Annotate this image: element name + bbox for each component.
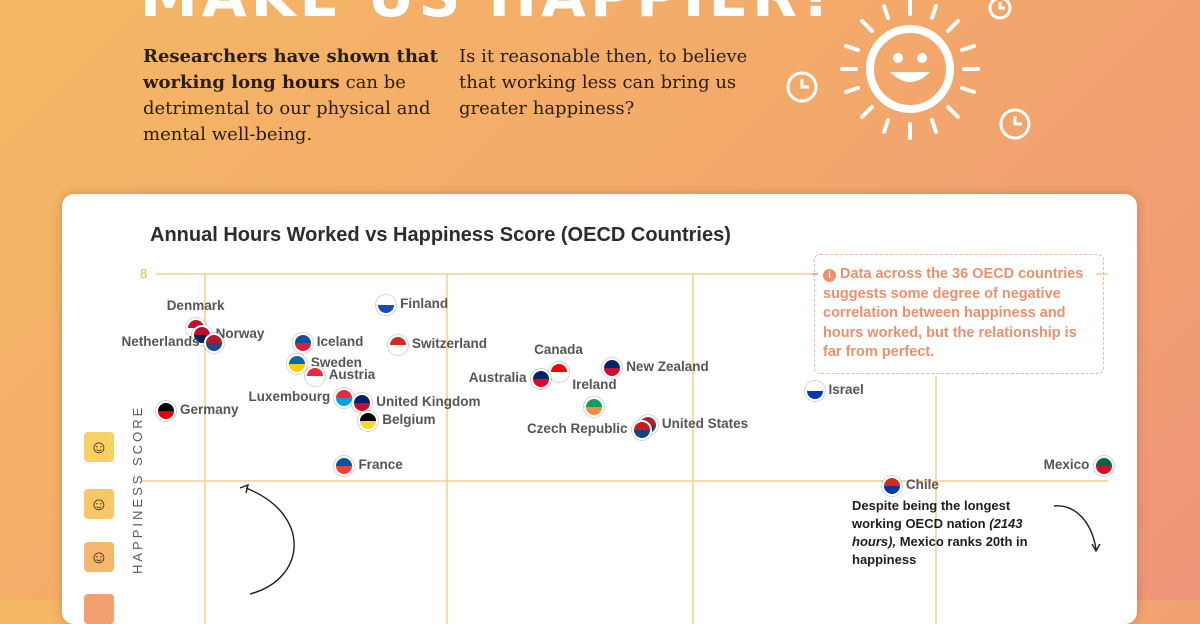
flag-ireland-icon — [584, 397, 605, 418]
face-very-happy-icon: ☺ — [84, 432, 114, 462]
mexico-arrow — [1053, 505, 1097, 550]
face-happy-icon: ☺ — [84, 489, 114, 519]
mexico-note-part1: Despite being the longest working OECD n… — [852, 498, 1011, 531]
point-label-australia: Australia — [468, 369, 527, 385]
point-label-germany: Germany — [179, 402, 239, 418]
flag-australia-icon — [530, 368, 551, 389]
point-label-israel: Israel — [828, 381, 864, 397]
point-label-united-states: United States — [661, 415, 749, 431]
sun-illustration — [786, 0, 1031, 140]
correlation-note: i Data across the 36 OECD countries sugge… — [814, 254, 1104, 374]
intro-right: Is it reasonable then, to believe that w… — [459, 46, 748, 119]
chart-title: Annual Hours Worked vs Happiness Score (… — [150, 224, 731, 247]
sun-rays-icon — [840, 0, 980, 140]
mexico-note-part2: ranks 20th in happiness — [852, 534, 1028, 567]
point-label-united-kingdom: United Kingdom — [376, 394, 481, 410]
point-label-denmark: Denmark — [166, 298, 225, 314]
flag-chile-icon — [881, 476, 902, 497]
clock-icon-2 — [988, 0, 1012, 20]
flag-new-zealand-icon — [602, 357, 623, 378]
point-label-ireland: Ireland — [572, 377, 617, 393]
mexico-note-bold: Mexico — [899, 534, 944, 549]
point-label-mexico: Mexico — [1043, 456, 1090, 472]
flag-finland-icon — [376, 295, 397, 316]
grid-lines — [142, 273, 1108, 624]
mexico-note-hours: (2143 hours), — [852, 516, 1023, 549]
flag-iceland-icon — [292, 333, 313, 354]
point-label-austria: Austria — [328, 367, 376, 382]
sun-face-icon — [866, 25, 954, 113]
point-label-canada: Canada — [534, 341, 583, 357]
point-label-finland: Finland — [400, 296, 449, 312]
chart-card: Annual Hours Worked vs Happiness Score (… — [62, 194, 1137, 624]
point-label-switzerland: Switzerland — [412, 335, 488, 351]
point-label-netherlands: Netherlands — [121, 334, 200, 350]
mexico-arrow-head — [1091, 543, 1101, 553]
point-label-luxembourg: Luxembourg — [248, 388, 331, 404]
scatter-plot — [142, 273, 1108, 624]
clock-icon — [786, 71, 818, 103]
point-label-norway: Norway — [215, 326, 265, 342]
flag-canada-icon — [548, 361, 569, 382]
flag-france-icon — [334, 455, 355, 476]
face-neutral-icon — [84, 594, 114, 624]
flag-switzerland-icon — [388, 334, 408, 355]
chart-title-part2: Happiness Score — [393, 224, 556, 246]
y-tick-label: 8 — [140, 266, 148, 281]
info-icon: i — [823, 269, 836, 282]
chart-title-rest: (OECD Countries) — [560, 224, 731, 246]
flag-sweden-icon — [286, 353, 307, 374]
intro-left-rest: can be detrimental to our physical and m… — [143, 72, 431, 145]
face-content-icon: ☺ — [84, 542, 114, 572]
flag-czech-republic-icon — [631, 420, 652, 441]
flag-belgium-icon — [358, 410, 379, 431]
hero-title: MAKE US HAPPIER? — [140, 0, 838, 30]
point-label-sweden: Sweden — [310, 354, 362, 370]
point-label-france: France — [358, 456, 403, 472]
flag-mexico-icon — [1093, 455, 1114, 476]
point-label-chile: Chile — [905, 477, 939, 493]
correlation-note-text: Data across the 36 OECD countries sugges… — [823, 266, 1084, 360]
flag-austria-icon — [304, 366, 325, 386]
point-label-belgium: Belgium — [382, 411, 436, 427]
flag-germany-icon — [155, 401, 176, 422]
clock-icon-3 — [999, 108, 1031, 140]
flag-netherlands-icon — [203, 333, 224, 354]
chart-title-part1: Annual Hours Worked — [150, 224, 360, 246]
chart-title-vs: vs — [365, 224, 388, 246]
flag-israel-icon — [804, 380, 825, 401]
germany-arrow — [245, 487, 295, 595]
intro-left: Researchers have shown that working long… — [143, 44, 443, 148]
point-label-new-zealand: New Zealand — [626, 358, 709, 374]
point-label-iceland: Iceland — [316, 334, 364, 350]
point-label-czech-republic: Czech Republic — [526, 421, 628, 437]
germany-arrow-head — [239, 483, 250, 494]
mexico-note: Despite being the longest working OECD n… — [852, 497, 1052, 569]
intro-left-bold: Researchers have shown that working long… — [143, 46, 438, 93]
